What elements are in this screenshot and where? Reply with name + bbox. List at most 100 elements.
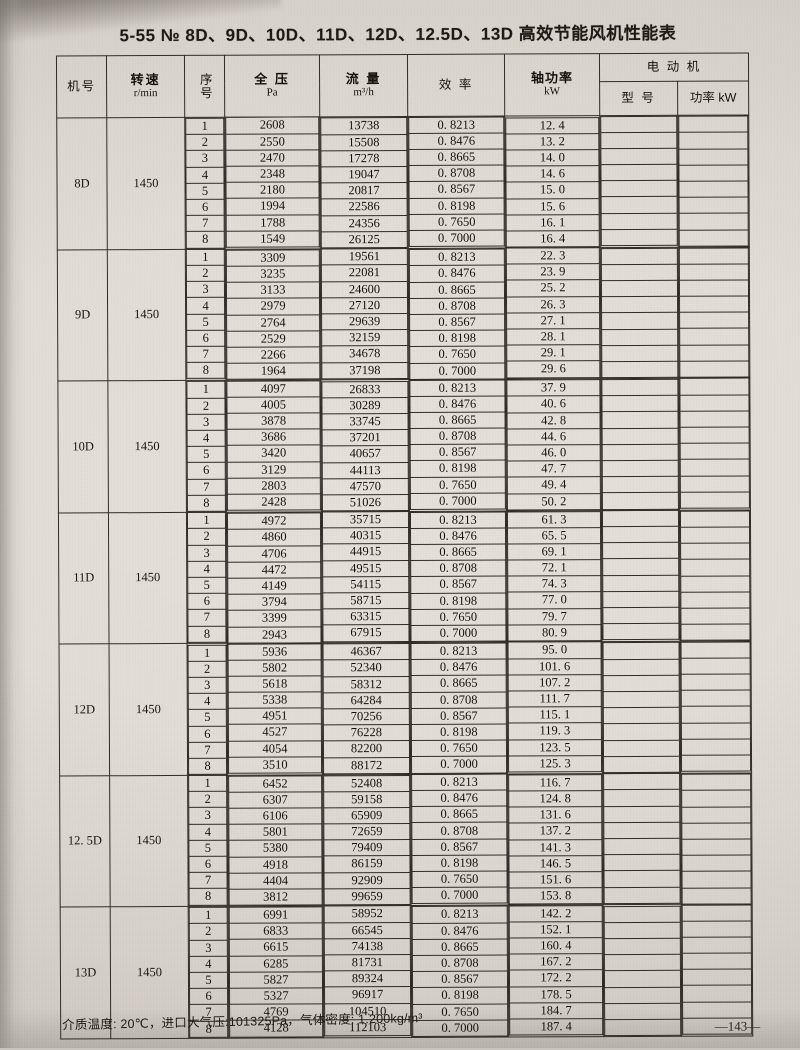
cell-shaft-power: 40. 6 — [506, 396, 601, 413]
table-row: 3878 — [227, 412, 321, 430]
cell-shaft-power: 27. 1 — [506, 312, 600, 329]
table-row: 7 — [188, 742, 227, 759]
table-row — [604, 870, 681, 888]
table-row: 88172 — [323, 756, 410, 774]
cell-motor-model — [603, 805, 680, 823]
cell-model: 10D — [57, 380, 109, 513]
table-row — [602, 427, 679, 445]
table-row: 8 — [186, 231, 225, 248]
cell-group-cell-flow: 26833 30289 33745 37201 40657 44113 47570 51026 — [320, 379, 410, 512]
table-row: 4054 — [228, 740, 322, 758]
cell-group-cell-shaft-power: 142. 2 152. 1 160. 4 167. 2 172. 2 178. 5 184.… — [508, 904, 604, 1037]
cell-motor-model — [602, 623, 680, 641]
table-row: 5 — [187, 577, 226, 594]
table-row: 32159 — [321, 329, 408, 347]
table-row: 0. 7000 — [409, 362, 505, 380]
table-row: 25. 2 — [506, 280, 600, 297]
table-row: 22. 3 — [506, 247, 600, 265]
cell-motor-model — [601, 379, 678, 396]
table-row: 49. 4 — [507, 476, 601, 494]
table-row: 22586 — [321, 198, 408, 216]
table-row: 5327 — [229, 987, 323, 1005]
cell-motor-power — [681, 790, 751, 807]
table-row: 99659 — [324, 888, 411, 905]
table-row — [604, 922, 681, 939]
cell-index: 3 — [187, 544, 226, 562]
cell-flow: 44915 — [322, 543, 409, 561]
table-row — [680, 510, 750, 528]
table-row: 29. 1 — [506, 344, 600, 362]
header-flow-unit: m³/h — [353, 86, 374, 99]
table-row — [679, 180, 749, 198]
table-row — [681, 690, 751, 707]
cell-shaft-power: 184. 7 — [509, 1002, 603, 1020]
table-group-row: 12. 5D 1450 1 2 3 4 5 6 7 8 6452 6307 6106 5801 5380 49… — [59, 772, 753, 907]
cell-shaft-power: 160. 4 — [509, 937, 603, 955]
cell-efficiency: 0. 7650 — [412, 871, 508, 888]
table-row: 20817 — [321, 182, 408, 200]
cell-speed: 1450 — [107, 248, 186, 381]
cell-motor-model — [604, 970, 681, 988]
cell-flow: 24600 — [321, 281, 408, 298]
table-row — [601, 196, 678, 214]
table-row: 49515 — [322, 560, 409, 577]
cell-efficiency: 0. 8476 — [409, 395, 506, 413]
cell-flow: 19561 — [321, 248, 408, 266]
cell-shaft-power: 77. 0 — [507, 592, 601, 609]
table-row: 0. 8198 — [410, 592, 506, 610]
table-row — [679, 394, 750, 412]
cell-efficiency: 0. 8567 — [410, 444, 506, 461]
cell-shaft-power: 61. 3 — [507, 511, 601, 528]
cell-speed: 1450 — [107, 380, 187, 513]
table-row: 5 — [188, 840, 227, 857]
cell-motor-power — [680, 527, 750, 544]
cell-pressure: 2764 — [226, 314, 320, 332]
cell-index: 6 — [188, 725, 227, 743]
table-row — [602, 510, 679, 527]
table-row — [680, 443, 750, 460]
cell-efficiency: 0. 7000 — [410, 625, 507, 642]
cell-motor-model — [603, 773, 680, 791]
cell-motor-model — [601, 229, 678, 246]
table-row — [682, 904, 752, 921]
cell-motor-model — [602, 492, 679, 510]
table-row: 111. 7 — [508, 690, 602, 708]
cell-group-cell-motor-model — [600, 246, 679, 379]
table-row: 8 — [186, 362, 225, 379]
table-row: 3 — [187, 414, 226, 431]
cell-index: 3 — [185, 150, 224, 167]
cell-efficiency: 0. 7000 — [412, 887, 508, 904]
table-row: 14. 6 — [505, 165, 600, 183]
table-row: 2180 — [226, 182, 320, 199]
cell-pressure: 6307 — [228, 791, 322, 809]
cell-flow: 19047 — [320, 166, 408, 183]
table-row — [678, 132, 748, 149]
cell-pressure: 3129 — [227, 461, 321, 479]
cell-motor-power — [679, 180, 749, 198]
table-row — [601, 395, 679, 412]
cell-efficiency: 0. 8567 — [411, 707, 507, 725]
cell-flow: 33745 — [322, 413, 409, 431]
table-row: 6 — [186, 199, 225, 216]
table-row: 15508 — [320, 134, 407, 151]
cell-motor-power — [678, 148, 748, 166]
table-row: 58715 — [322, 592, 409, 609]
table-row: 123. 5 — [508, 739, 602, 756]
cell-index: 7 — [189, 872, 228, 889]
table-row: 6 — [188, 856, 228, 873]
table-row: 1 — [189, 907, 228, 924]
cell-group-cell-motor-power — [681, 903, 753, 1036]
cell-flow: 49515 — [322, 560, 409, 577]
table-row — [601, 229, 678, 246]
cell-motor-model — [601, 395, 679, 412]
cell-motor-model — [604, 870, 681, 888]
cell-flow: 58715 — [322, 592, 409, 609]
table-row — [680, 575, 750, 593]
table-row: 79. 7 — [507, 608, 601, 625]
cell-efficiency: 0. 8213 — [408, 116, 504, 134]
table-row: 0. 8476 — [412, 922, 508, 940]
table-row: 6833 — [229, 923, 323, 940]
cell-group-cell-efficiency: 0. 8213 0. 8476 0. 8665 0. 8708 0. 8567 0. 81… — [409, 510, 508, 643]
table-row: 0. 7650 — [409, 213, 505, 231]
table-row: 58952 — [324, 905, 411, 923]
